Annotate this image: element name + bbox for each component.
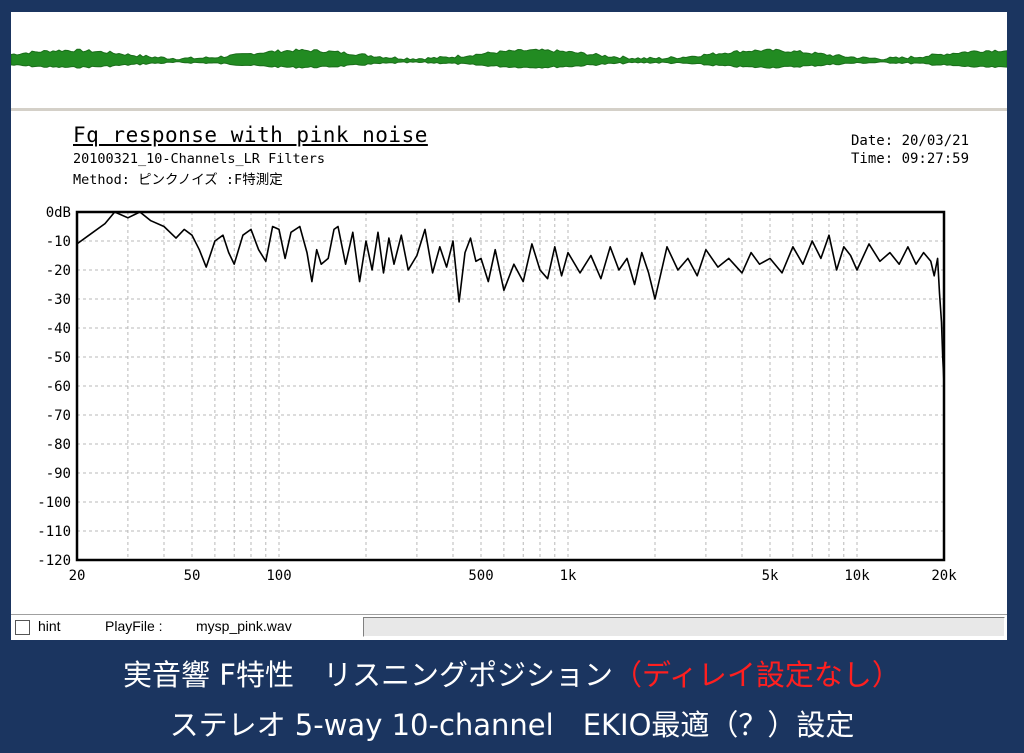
y-tick-label: -70 xyxy=(46,408,71,424)
x-tick-label: 500 xyxy=(468,568,493,584)
measurement-method: Method: ピンクノイズ :F特測定 xyxy=(73,172,283,188)
y-tick-label: -20 xyxy=(46,263,71,279)
plot-frame xyxy=(75,210,946,562)
x-tick-label: 10k xyxy=(844,568,870,584)
status-bar: hint PlayFile : mysp_pink.wav xyxy=(11,614,1007,639)
waveform-panel xyxy=(11,12,1007,109)
hint-checkbox[interactable] xyxy=(15,620,30,635)
y-tick-label: 0dB xyxy=(46,205,71,221)
series-line xyxy=(76,211,945,384)
frequency-response-panel: Fq response with pink noise 20100321_10-… xyxy=(11,111,1007,611)
status-message-panel xyxy=(363,617,1005,637)
y-tick-label: -110 xyxy=(37,524,71,540)
caption-line-1: 実音響 F特性 リスニングポジション（ディレイ設定なし） xyxy=(0,652,1024,694)
waveform-trace xyxy=(11,48,1007,69)
y-tick-label: -30 xyxy=(46,292,71,308)
y-tick-label: -10 xyxy=(46,234,71,250)
y-tick-label: -60 xyxy=(46,379,71,395)
x-tick-label: 1k xyxy=(560,568,577,584)
x-tick-label: 50 xyxy=(184,568,201,584)
frequency-response-chart: 0dB -10 -20 -30 -40 -50 -60 -70 -80 -90 -100 -110 -1… xyxy=(37,205,957,584)
x-tick-label: 20 xyxy=(69,568,86,584)
chart-title: Fq response with pink noise xyxy=(73,123,428,147)
x-tick-label: 100 xyxy=(266,568,291,584)
y-tick-label: -120 xyxy=(37,553,71,569)
measurement-time: Time: 09:27:59 xyxy=(851,151,970,167)
y-tick-label: -40 xyxy=(46,321,71,337)
measurement-date: Date: 20/03/21 xyxy=(851,133,970,149)
hint-label: hint xyxy=(38,618,61,634)
y-tick-label: -50 xyxy=(46,350,71,366)
x-tick-label: 5k xyxy=(762,568,779,584)
playfile-label: PlayFile : xyxy=(105,618,163,634)
y-tick-label: -90 xyxy=(46,466,71,482)
caption-line-2: ステレオ 5-way 10-channel EKIO最適（？）設定 xyxy=(169,708,855,742)
panel-separator xyxy=(11,108,1007,111)
measurement-name: 20100321_10-Channels_LR Filters xyxy=(73,151,325,167)
caption-highlight-text: （ディレイ設定なし） xyxy=(612,658,901,692)
y-tick-label: -100 xyxy=(37,495,71,511)
caption-main-text: 実音響 F特性 リスニングポジション xyxy=(123,658,613,692)
x-tick-label: 20k xyxy=(931,568,957,584)
measurement-window: Fq response with pink noise 20100321_10-… xyxy=(11,12,1007,640)
y-tick-label: -80 xyxy=(46,437,71,453)
playfile-value: mysp_pink.wav xyxy=(196,618,292,634)
waveform-display xyxy=(11,48,1007,69)
